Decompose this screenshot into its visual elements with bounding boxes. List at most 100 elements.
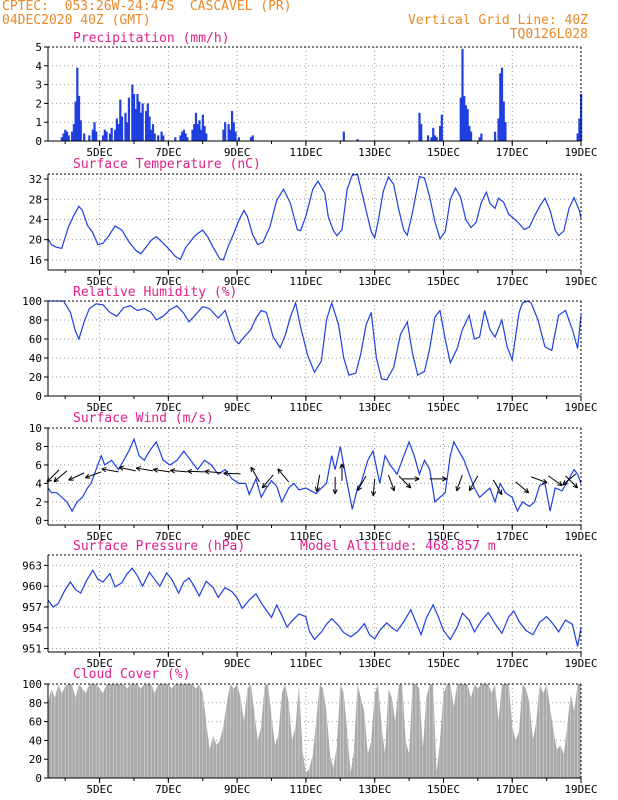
precip-panel: Precipitation (mm/h) 0 1 2 3 4 5 5DEC 7DEC 9DEC 11… [35, 31, 597, 159]
y-tick-label: 10 [29, 422, 42, 435]
x-tick-label: 15DEC [427, 530, 460, 543]
y-tick-label: 32 [29, 173, 42, 186]
precip-bar [230, 110, 234, 141]
precip-bar [227, 124, 230, 141]
x-tick-label: 15DEC [427, 783, 460, 796]
y-tick-label: 24 [29, 213, 43, 226]
x-tick-label: 9DEC [224, 783, 251, 796]
humidity-line [48, 300, 582, 381]
x-tick-label: 19DEC [564, 401, 597, 414]
precip-bar [418, 112, 421, 141]
wind-vector [118, 465, 136, 472]
precip-bar [157, 135, 160, 141]
precip-bar [103, 129, 106, 141]
precip-bar [114, 129, 117, 141]
x-tick-label: 17DEC [496, 657, 529, 670]
pressure-title: Surface Pressure (hPa) [73, 539, 245, 554]
temperature-line [47, 173, 582, 261]
precip-bar [150, 129, 153, 141]
wind-vector [101, 467, 119, 473]
precip-bar [500, 67, 504, 141]
precip-bar [191, 129, 194, 141]
x-tick-label: 5DEC [86, 275, 113, 288]
wind-vector [223, 470, 241, 477]
precip-bar [459, 97, 462, 141]
y-tick-label: 6 [35, 459, 42, 472]
y-tick-label: 963 [22, 559, 42, 572]
wind-vector [387, 474, 396, 492]
pressure-panel: Surface Pressure (hPa) Model Altitude: 46… [22, 539, 597, 670]
precip-bar [224, 122, 227, 141]
x-tick-label: 17DEC [496, 275, 529, 288]
grid-line-note: Vertical Grid Line: 40Z [407, 13, 588, 28]
x-tick-label: 17DEC [496, 530, 529, 543]
y-tick-label: 8 [35, 440, 42, 453]
precip-bar [193, 124, 196, 141]
y-tick-label: 60 [29, 716, 42, 729]
y-tick-label: 0 [35, 514, 42, 527]
precip-bar [120, 116, 124, 141]
precip-bar [65, 131, 69, 141]
cloud-panel: Cloud Cover (%) 0 20 40 60 80 100 5DEC 7DEC 9DEC 1… [22, 667, 597, 796]
precip-bar [497, 118, 500, 141]
precip-bar [102, 135, 105, 141]
x-tick-label: 13DEC [358, 530, 391, 543]
precip-bar [478, 137, 481, 141]
x-tick-label: 7DEC [155, 275, 182, 288]
precip-bar [108, 133, 112, 141]
y-tick-label: 4 [35, 477, 42, 490]
precip-bar [464, 105, 468, 141]
x-tick-label: 5DEC [86, 146, 113, 159]
precip-bar [105, 131, 108, 141]
precip-bar [110, 127, 113, 141]
precip-bar [136, 94, 139, 141]
x-tick-label: 7DEC [155, 530, 182, 543]
wind-vector [565, 475, 579, 489]
precip-bar [430, 137, 433, 141]
wind-vector [429, 476, 447, 482]
precip-bar [499, 73, 502, 141]
x-tick-label: 15DEC [427, 146, 460, 159]
wind-vector [250, 466, 260, 483]
precip-bar [67, 135, 70, 141]
y-tick-label: 28 [29, 193, 42, 206]
precip-bar [64, 129, 67, 141]
wind-vector [204, 469, 222, 475]
y-tick-label: 20 [29, 371, 42, 384]
precip-bar [435, 137, 438, 141]
y-tick-label: 80 [29, 314, 42, 327]
x-tick-label: 19DEC [564, 783, 597, 796]
x-tick-label: 11DEC [289, 275, 322, 288]
precip-bar [461, 48, 464, 141]
precip-bar [502, 101, 505, 141]
wind-vector [187, 468, 205, 475]
y-tick-label: 960 [22, 580, 42, 593]
y-tick-label: 80 [29, 697, 42, 710]
precip-bar [151, 124, 155, 141]
wind-vector [314, 474, 321, 492]
run-date: 04DEC2020 40Z (GMT) [2, 13, 151, 28]
x-tick-label: 11DEC [289, 657, 322, 670]
precip-bar [439, 125, 442, 141]
wind-line [47, 437, 582, 513]
model-code: TQ0126L028 [509, 27, 588, 42]
x-tick-label: 19DEC [564, 275, 597, 288]
y-tick-label: 16 [29, 254, 42, 267]
precip-bar [138, 101, 141, 141]
x-tick-label: 17DEC [496, 146, 529, 159]
cloud-area [48, 684, 581, 778]
y-tick-label: 20 [29, 234, 42, 247]
precip-bar [62, 133, 65, 141]
wind-vector [455, 474, 463, 492]
precip-bar [356, 139, 359, 141]
precip-bar [201, 114, 204, 141]
precip-bar [196, 124, 199, 141]
wind-vector [339, 463, 345, 481]
y-tick-label: 5 [35, 41, 42, 54]
precip-bar [162, 135, 165, 141]
y-tick-label: 100 [22, 295, 42, 308]
precip-bar [420, 124, 423, 141]
precip-bar [468, 125, 471, 141]
precip-bar [132, 94, 136, 141]
wind-vector [152, 467, 171, 473]
